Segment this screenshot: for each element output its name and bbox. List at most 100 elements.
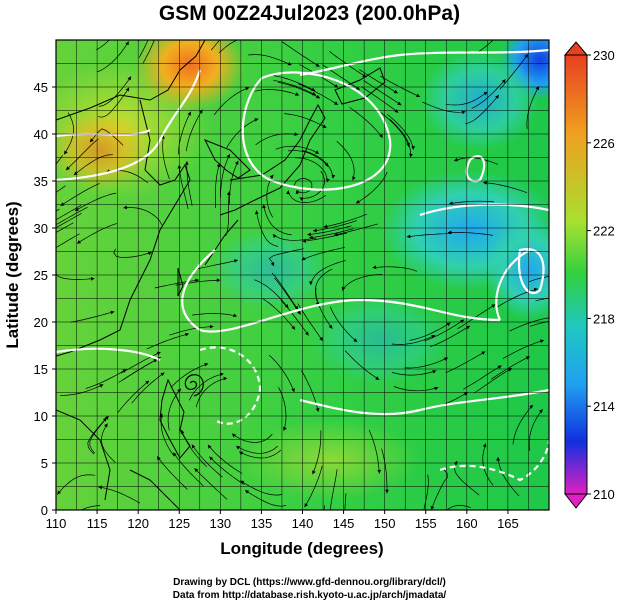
streamline-arrow: [449, 201, 453, 206]
streamline-arrow: [243, 23, 247, 27]
streamline: [154, 279, 199, 289]
streamline-arrow: [377, 469, 382, 474]
streamline: [120, 351, 161, 374]
streamline-arrow: [270, 262, 275, 267]
streamline-arrow: [146, 0, 150, 1]
streamline-arrow: [375, 376, 380, 380]
streamline-arrow: [226, 191, 231, 196]
streamline-arrow: [315, 63, 320, 67]
streamline-arrow: [99, 384, 104, 388]
streamline: [330, 469, 338, 510]
streamline: [336, 140, 355, 181]
streamline-arrow: [331, 174, 336, 179]
streamline-arrow: [297, 310, 301, 315]
streamline: [309, 228, 354, 239]
x-tick-label: 115: [87, 516, 108, 531]
streamline-arrow: [187, 111, 191, 116]
streamline: [229, 160, 239, 205]
streamline-arrow: [505, 23, 509, 27]
streamline-arrow: [272, 234, 277, 239]
streamline-arrow: [524, 54, 528, 59]
streamline-arrow: [75, 207, 79, 211]
streamline-arrow: [352, 176, 356, 181]
streamline: [56, 268, 95, 280]
grid-lines: [56, 40, 549, 510]
streamline: [97, 87, 130, 118]
streamline: [329, 306, 358, 343]
streamline-arrow: [333, 101, 338, 105]
streamline: [136, 40, 138, 41]
streamline-arrow: [127, 76, 131, 81]
streamline: [56, 204, 82, 221]
streamline: [210, 40, 221, 51]
colorbar-labels: 230 226 222 218 214 210: [593, 48, 615, 502]
streamline: [218, 40, 260, 54]
streamline: [57, 474, 96, 495]
color-field: [56, 0, 549, 510]
streamline: [463, 365, 502, 390]
streamline-arrow: [216, 278, 221, 283]
streamline: [361, 86, 399, 113]
streamline: [471, 79, 506, 109]
streamline-arrow: [148, 0, 152, 2]
streamline: [96, 40, 110, 51]
colorbar-label: 230: [593, 48, 615, 63]
y-tick-label: 35: [34, 174, 48, 189]
streamline-arrow: [125, 41, 129, 46]
streamline: [85, 369, 127, 389]
streamline-arrow: [482, 443, 487, 448]
streamline: [391, 370, 437, 376]
streamline: [409, 322, 451, 341]
y-tick-labels: 0 5 10 15 20 25 30 35 40 45: [34, 80, 56, 518]
streamline: [312, 430, 322, 475]
streamline-arrow: [209, 456, 214, 461]
streamline-arrow: [89, 138, 94, 143]
streamline: [293, 178, 313, 194]
streamline: [256, 210, 279, 247]
streamline: [344, 493, 347, 510]
streamline: [191, 444, 223, 478]
streamline-arrow: [173, 452, 177, 457]
wind-streamlines: [56, 0, 549, 510]
streamline-arrow: [153, 16, 157, 20]
streamline: [70, 311, 115, 323]
streamline: [80, 505, 101, 510]
streamline: [56, 233, 80, 249]
streamline-arrow: [311, 91, 316, 96]
streamline: [423, 474, 429, 510]
streamline: [499, 53, 529, 90]
streamline: [429, 325, 471, 348]
x-tick-label: 120: [127, 516, 149, 531]
streamline-arrow: [209, 324, 214, 329]
streamline-arrow: [460, 319, 464, 324]
x-tick-label: 155: [415, 516, 437, 531]
streamline: [138, 40, 140, 42]
streamline: [160, 413, 174, 456]
contour-lines: [56, 48, 549, 482]
streamline-arrow: [269, 174, 274, 179]
streamline-arrow: [491, 304, 496, 308]
streamline: [299, 170, 325, 199]
streamline-arrow: [234, 160, 239, 165]
y-tick-label: 15: [34, 362, 48, 377]
streamline-arrow: [104, 423, 108, 428]
streamline: [482, 443, 494, 486]
streamline: [393, 386, 439, 392]
streamline: [117, 380, 150, 414]
streamline: [496, 288, 538, 308]
x-tick-label: 145: [333, 516, 355, 531]
streamline: [167, 388, 182, 431]
streamline: [387, 113, 414, 150]
streamline-arrow: [454, 157, 459, 162]
streamline-arrow: [57, 490, 61, 495]
streamline-arrow: [240, 480, 245, 485]
streamline: [349, 107, 383, 139]
streamline: [244, 489, 287, 507]
streamline: [368, 429, 380, 474]
streamline: [454, 157, 499, 165]
x-tick-label: 135: [251, 516, 273, 531]
streamline-arrow: [393, 89, 398, 94]
streamline: [271, 272, 299, 310]
streamline: [272, 234, 317, 241]
